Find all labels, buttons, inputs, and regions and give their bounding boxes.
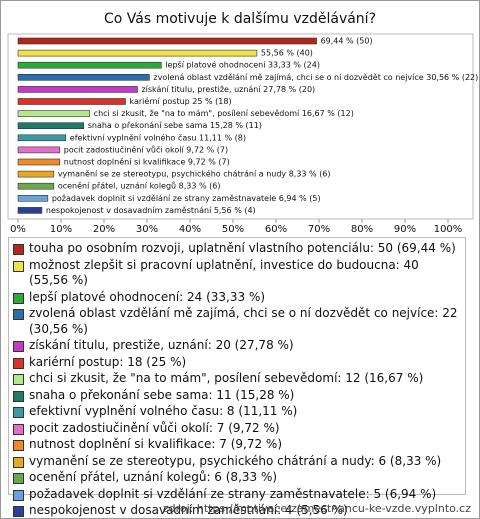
bar — [17, 86, 138, 93]
value-label: kariérní postup 25 % (18) — [130, 96, 232, 106]
legend-label: snaha o překonání sebe sama: 11 (15,28 %… — [29, 387, 295, 402]
legend-swatch — [13, 456, 24, 468]
legend-entry: vymanění se ze stereotypu, psychického c… — [13, 454, 461, 470]
bar — [17, 49, 258, 57]
legend-entry: nespokojenost v dosavadním zaměstnání: 4… — [13, 503, 461, 518]
value-label: snaha o překonání sebe sama 15,28 % (11) — [88, 121, 262, 130]
x-tick-label: 0% — [10, 224, 26, 235]
legend-label: požadavek doplnit si vzdělání ze strany … — [29, 486, 437, 501]
legend-swatch — [13, 374, 24, 385]
value-label: požadavek doplnit si vzdělání ze strany … — [52, 194, 321, 203]
legend-entry: touha po osobním rozvoji, uplatnění vlas… — [13, 241, 461, 257]
source: zdroj: https://motivace-zamestnancu-ke-v… — [162, 502, 471, 515]
x-tick-label: 40% — [179, 224, 201, 235]
legend-swatch — [13, 260, 24, 272]
legend-label: efektivní vyplnění volného času: 8 (11,1… — [29, 404, 298, 418]
legend-entry: zvolená oblast vzdělání mě zajímá, chci … — [13, 306, 461, 337]
bar — [17, 61, 162, 69]
value-label: vymanění se ze stereotypu, psychického c… — [58, 169, 331, 179]
legend-swatch — [13, 473, 24, 484]
legend-label: nutnost doplnění si kvalifikace: 7 (9,72… — [29, 437, 282, 451]
legend-label: ocenění přátel, uznání kolegů: 6 (8,33 %… — [29, 470, 278, 484]
legend-entry: efektivní vyplnění volného času: 8 (11,1… — [13, 404, 461, 420]
x-tick-label: 30% — [136, 224, 158, 235]
legend-label: lepší platové ohodnocení: 24 (33,33 %) — [29, 289, 266, 304]
x-tick-label: 100% — [434, 224, 463, 235]
value-label: zvolená oblast vzdělání mě zajímá, chci … — [153, 73, 478, 82]
legend-swatch — [13, 390, 24, 402]
value-label: získání titulu, prestiže, uznání 27,78 %… — [141, 85, 315, 94]
legend-entry: nutnost doplnění si kvalifikace: 7 (9,72… — [13, 437, 461, 453]
bar — [17, 122, 85, 129]
bar — [17, 182, 55, 190]
bar — [17, 146, 61, 154]
bar — [17, 134, 67, 142]
legend-label: nespokojenost v dosavadním zaměstnání: 4… — [29, 503, 348, 517]
legend-entry: získání titulu, prestiže, uznání: 20 (27… — [13, 338, 461, 354]
legend-entry: lepší platové ohodnocení: 24 (33,33 %) — [13, 290, 461, 306]
legend-swatch — [13, 244, 24, 255]
legend-swatch — [13, 407, 24, 418]
bar — [17, 74, 150, 81]
legend-label: možnost zlepšit si pracovní uplatnění, i… — [29, 257, 419, 288]
legend-swatch — [13, 292, 24, 304]
value-label: chci si zkusit, že "na to mám", posílení… — [94, 109, 354, 118]
x-tick-label: 10% — [50, 224, 72, 235]
legend-entry: požadavek doplnit si vzdělání ze strany … — [13, 487, 461, 503]
value-label: 69,44 % (50) — [321, 37, 373, 46]
value-label: efektivní vyplnění volného času 11,11 % … — [70, 132, 246, 142]
legend-entry: snaha o překonání sebe sama: 11 (15,28 %… — [13, 388, 461, 404]
legend-swatch — [13, 357, 24, 369]
chart: Co Vás motivuje k dalšímu vzdělávání? 0%… — [7, 11, 478, 235]
x-tick-label: 70% — [308, 224, 330, 235]
legend-label: získání titulu, prestiže, uznání: 20 (27… — [29, 338, 294, 352]
legend-entry: chci si zkusit, že "na to mám", posílení… — [13, 371, 461, 387]
legend-label: touha po osobním rozvoji, uplatnění vlas… — [29, 241, 456, 255]
legend-label: chci si zkusit, že "na to mám", posílení… — [29, 371, 424, 385]
legend-entry: kariérní postup: 18 (25 %) — [13, 355, 461, 371]
legend: touha po osobním rozvoji, uplatnění vlas… — [8, 237, 466, 517]
bar — [17, 158, 61, 166]
bar — [17, 98, 126, 105]
legend-entry: ocenění přátel, uznání kolegů: 6 (8,33 %… — [13, 470, 461, 486]
value-label: lepší platové ohodnocení 33,33 % (24) — [165, 60, 320, 70]
x-tick-label: 80% — [351, 224, 373, 235]
bar — [17, 110, 90, 117]
value-label: nespokojenost v dosavadním zaměstnání 5,… — [46, 206, 256, 215]
x-tick-label: 60% — [265, 224, 287, 235]
x-tick-label: 50% — [222, 224, 244, 235]
value-label: ocenění přátel, uznání kolegů 8,33 % (6) — [58, 181, 221, 191]
legend-swatch — [13, 440, 24, 451]
legend-swatch — [13, 341, 24, 352]
legend-label: vymanění se ze stereotypu, psychického c… — [29, 453, 442, 468]
bar — [17, 207, 43, 214]
legend-label: pocit zadostiučinění vůči okolí: 7 (9,72… — [29, 420, 280, 435]
legend-entry: možnost zlepšit si pracovní uplatnění, i… — [13, 258, 461, 289]
value-label: nutnost doplnění si kvalifikace 9,72 % (… — [64, 158, 230, 167]
x-tick-label: 20% — [93, 224, 115, 235]
legend-swatch — [13, 309, 24, 320]
legend-swatch — [13, 506, 24, 517]
legend-swatch — [13, 489, 24, 501]
value-label: pocit zadostiučinění vůči okolí 9,72 % (… — [64, 144, 228, 154]
bar — [17, 37, 317, 45]
legend-label: zvolená oblast vzdělání mě zajímá, chci … — [29, 306, 458, 336]
x-tick-label: 90% — [394, 224, 416, 235]
bar — [17, 170, 55, 178]
value-label: 55,56 % (40) — [261, 49, 313, 58]
legend-swatch — [13, 423, 24, 435]
legend-label: kariérní postup: 18 (25 %) — [29, 354, 187, 369]
chart-title: Co Vás motivuje k dalšímu vzdělávání? — [104, 11, 376, 27]
bar — [17, 195, 49, 202]
legend-entry: pocit zadostiučinění vůči okolí: 7 (9,72… — [13, 421, 461, 437]
